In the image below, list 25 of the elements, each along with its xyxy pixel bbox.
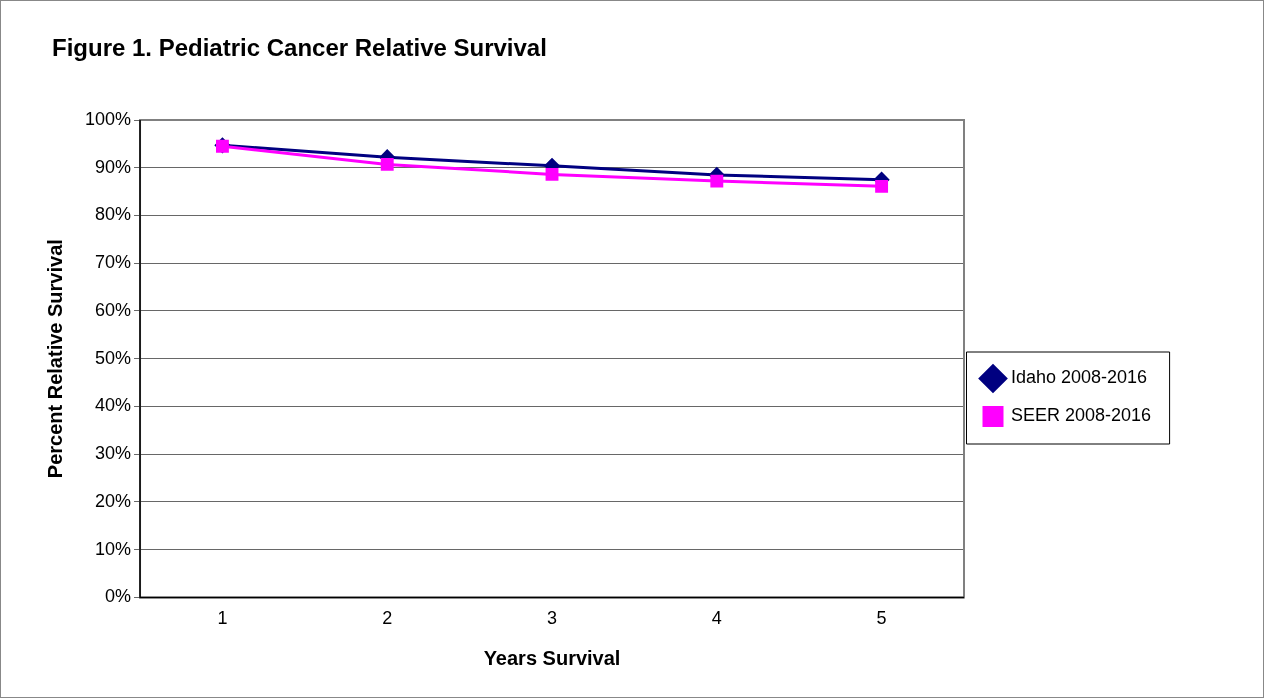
legend-label: SEER 2008-2016 <box>1011 405 1152 426</box>
point <box>545 167 559 181</box>
y-tick-label: 70% <box>95 252 132 273</box>
y-tick-label: 90% <box>95 156 132 177</box>
legend-label: Idaho 2008-2016 <box>1011 367 1148 388</box>
y-tick-label: 0% <box>105 586 132 607</box>
x-axis-title: Years Survival <box>483 646 621 669</box>
x-tick-label: 1 <box>217 608 228 629</box>
point <box>875 179 889 193</box>
y-tick-label: 50% <box>95 347 132 368</box>
x-tick-label: 5 <box>876 608 887 629</box>
y-tick-label: 10% <box>95 538 132 559</box>
chart-title: Figure 1. Pediatric Cancer Relative Survival <box>52 34 547 62</box>
y-tick-label: 80% <box>95 204 132 225</box>
x-tick-label: 2 <box>382 608 393 629</box>
y-tick-label: 60% <box>95 299 132 320</box>
y-tick-label: 40% <box>95 395 132 416</box>
y-axis-title: Percent Relative Survival <box>43 239 66 479</box>
y-tick-label: 20% <box>95 490 132 511</box>
y-tick-label: 100% <box>84 108 132 129</box>
point <box>710 174 724 188</box>
x-tick-label: 3 <box>547 608 558 629</box>
y-tick-label: 30% <box>95 443 132 464</box>
x-tick-label: 4 <box>711 608 722 629</box>
point <box>380 157 394 171</box>
